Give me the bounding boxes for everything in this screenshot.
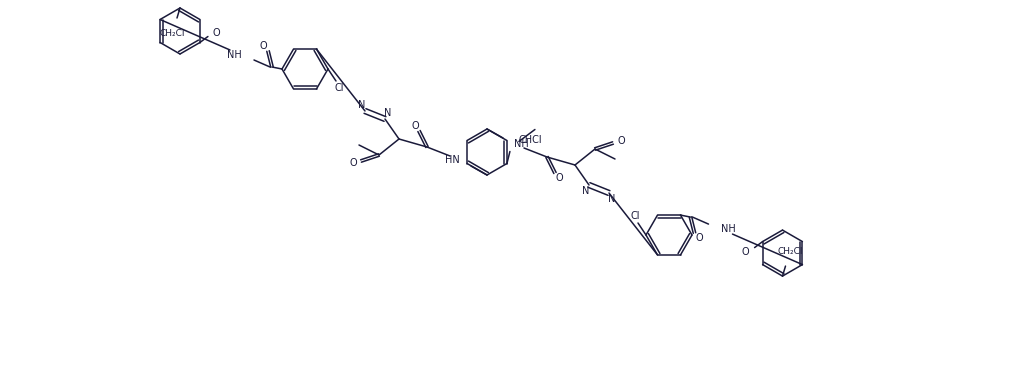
Text: N: N [358, 100, 365, 110]
Text: CH₂Cl: CH₂Cl [778, 247, 804, 256]
Text: O: O [349, 158, 357, 168]
Text: Cl: Cl [334, 83, 344, 93]
Text: O: O [742, 247, 749, 257]
Text: CH₂Cl: CH₂Cl [159, 29, 185, 38]
Text: O: O [259, 41, 267, 51]
Text: O: O [556, 173, 563, 183]
Text: N: N [384, 108, 392, 118]
Text: NH: NH [720, 224, 736, 234]
Text: Cl: Cl [630, 211, 640, 221]
Text: O: O [213, 28, 220, 38]
Text: NH: NH [514, 139, 529, 149]
Text: CHCl: CHCl [519, 135, 542, 144]
Text: O: O [617, 136, 625, 146]
Text: NH: NH [227, 50, 242, 60]
Text: N: N [582, 186, 590, 196]
Text: N: N [608, 194, 615, 204]
Text: O: O [412, 121, 419, 131]
Text: O: O [696, 233, 703, 243]
Text: HN: HN [446, 155, 460, 165]
